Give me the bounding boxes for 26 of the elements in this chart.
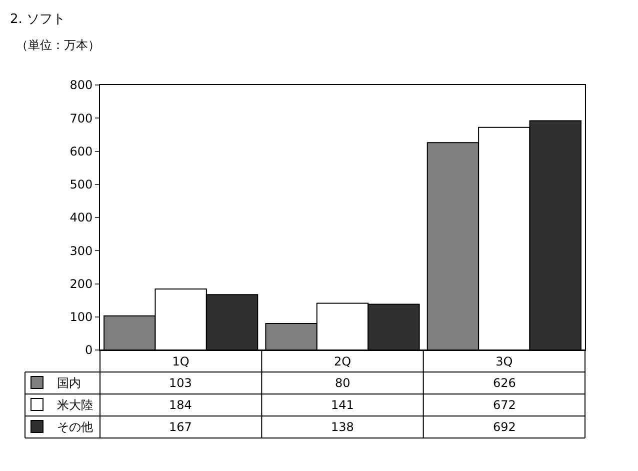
legend-label: 米大陸 [57,398,93,412]
data-label: 141 [331,398,354,412]
legend-label: その他 [57,420,93,434]
data-label: 184 [169,398,192,412]
y-tick-label: 300 [70,244,93,258]
data-label: 103 [169,376,192,390]
y-tick-label: 800 [70,78,93,92]
y-tick-label: 0 [84,343,93,358]
data-label: 138 [331,420,354,434]
x-tick-label: 1Q [172,354,190,368]
data-label: 672 [493,398,516,412]
y-tick-label: 700 [70,111,93,126]
chart-subtitle: （単位：万本） [16,38,100,52]
y-tick-label: 400 [70,210,93,225]
data-label: 692 [493,420,516,434]
chart-title: 2. ソフト [10,12,66,27]
y-tick-label: 600 [70,144,93,158]
y-tick-label: 500 [70,178,93,192]
data-label: 80 [335,376,350,390]
data-label: 167 [169,420,192,434]
x-tick-label: 3Q [496,354,513,368]
data-label: 626 [493,376,516,390]
y-tick-label: 100 [70,310,93,324]
legend-label: 国内 [57,376,81,390]
x-tick-label: 2Q [334,354,352,368]
y-tick-label: 200 [70,276,93,291]
